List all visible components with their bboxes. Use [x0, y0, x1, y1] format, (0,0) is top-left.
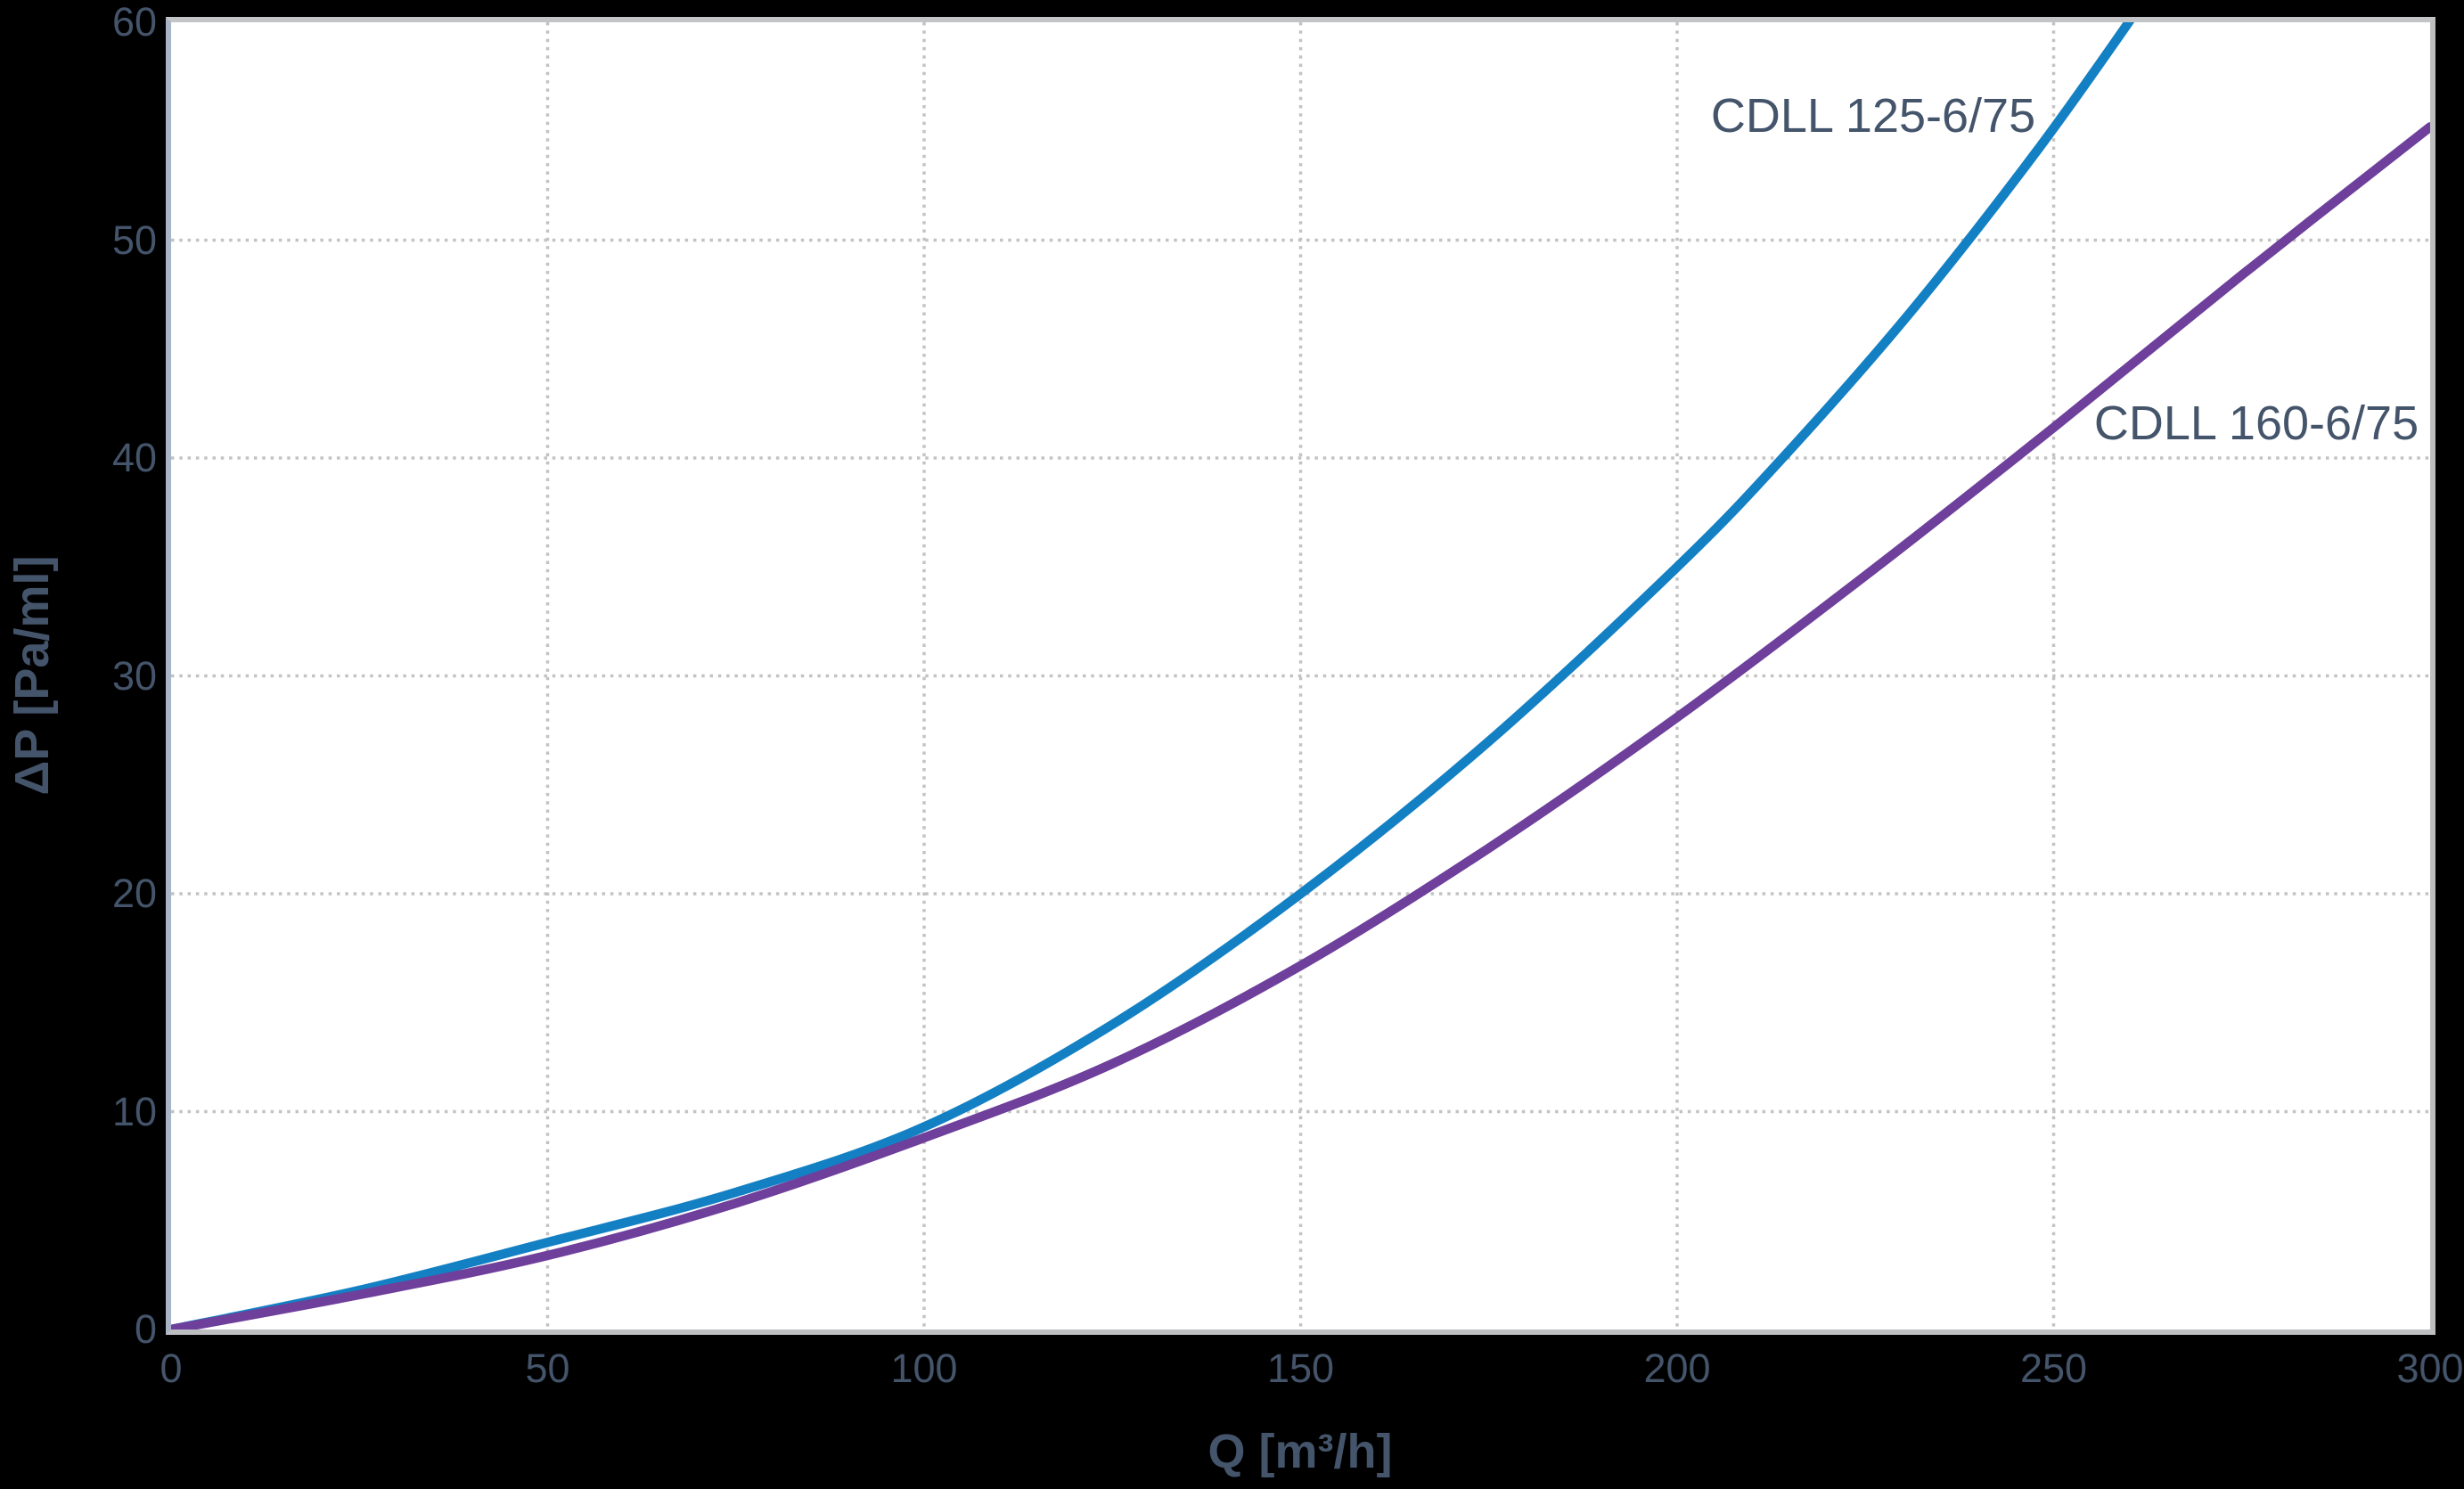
series-curve-1 [171, 22, 2135, 1329]
series-curve-2 [171, 122, 2430, 1329]
y-tick-label: 10 [111, 1088, 157, 1134]
x-tick-label: 200 [1643, 1346, 1711, 1391]
x-tick-label: 0 [160, 1346, 183, 1391]
y-tick-label: 50 [111, 217, 157, 263]
x-axis-title: Q [m³/h] [1207, 1425, 1393, 1478]
y-tick-label: 30 [111, 652, 157, 699]
x-tick-label: 250 [2019, 1346, 2088, 1391]
plot-svg [171, 22, 2430, 1329]
series-label-2: CDLL 160-6/75 [2093, 397, 2419, 450]
y-tick-label: 0 [134, 1306, 157, 1352]
y-tick-label: 40 [111, 435, 157, 480]
y-tick-label: 20 [111, 871, 157, 916]
x-tick-label: 300 [2396, 1346, 2464, 1391]
plot-area [166, 17, 2435, 1335]
x-tick-label: 50 [525, 1346, 570, 1391]
y-tick-label: 60 [111, 0, 157, 45]
series-label-1: CDLL 125-6/75 [1710, 89, 2036, 143]
x-tick-label: 150 [1266, 1346, 1335, 1391]
y-axis-title: ΔP [Pa/ml] [5, 555, 59, 796]
x-tick-label: 100 [890, 1346, 958, 1391]
